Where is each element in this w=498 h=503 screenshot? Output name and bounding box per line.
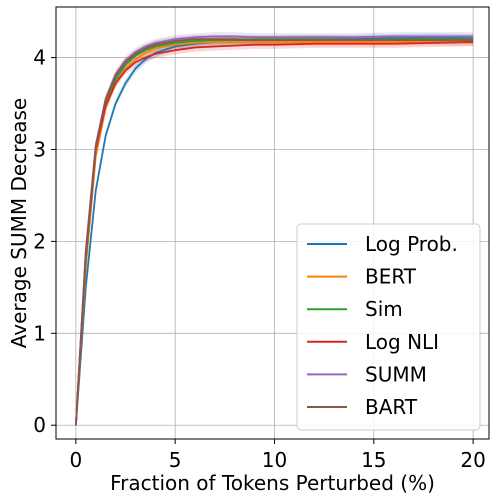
series-lines xyxy=(74,35,474,426)
band-summ xyxy=(75,32,474,426)
line-log-nli xyxy=(74,41,474,426)
x-tick-label: 20 xyxy=(460,448,485,472)
legend-label-sim: Sim xyxy=(365,297,403,321)
legend-label-log-nli: Log NLI xyxy=(365,330,439,354)
grid-lines xyxy=(56,7,489,439)
plot-frame xyxy=(55,6,490,440)
legend: Log Prob. BERT Sim Log NLI SUMM BART xyxy=(296,223,481,431)
x-tick-label: 15 xyxy=(361,448,386,472)
y-tick-label: 0 xyxy=(33,413,46,437)
x-axis-label: Fraction of Tokens Perturbed (%) xyxy=(110,471,435,495)
legend-label-bart: BART xyxy=(365,395,418,419)
legend-box xyxy=(296,223,481,431)
y-tick-label: 1 xyxy=(33,321,46,345)
x-axis-ticks: 0 5 10 15 20 xyxy=(69,439,486,472)
x-tick-label: 5 xyxy=(169,448,182,472)
x-tick-label: 10 xyxy=(262,448,287,472)
y-axis-label: Average SUMM Decrease xyxy=(7,98,31,348)
y-axis-ticks: 0 1 2 3 4 xyxy=(33,46,56,437)
legend-label-summ: SUMM xyxy=(365,362,427,386)
legend-label-log-prob: Log Prob. xyxy=(365,232,458,256)
y-tick-label: 4 xyxy=(33,46,46,70)
line-bert xyxy=(74,40,474,426)
y-tick-label: 2 xyxy=(33,229,46,253)
legend-label-bert: BERT xyxy=(365,265,417,289)
y-tick-label: 3 xyxy=(33,137,46,161)
line-bart xyxy=(74,38,474,426)
x-tick-label: 0 xyxy=(69,448,82,472)
